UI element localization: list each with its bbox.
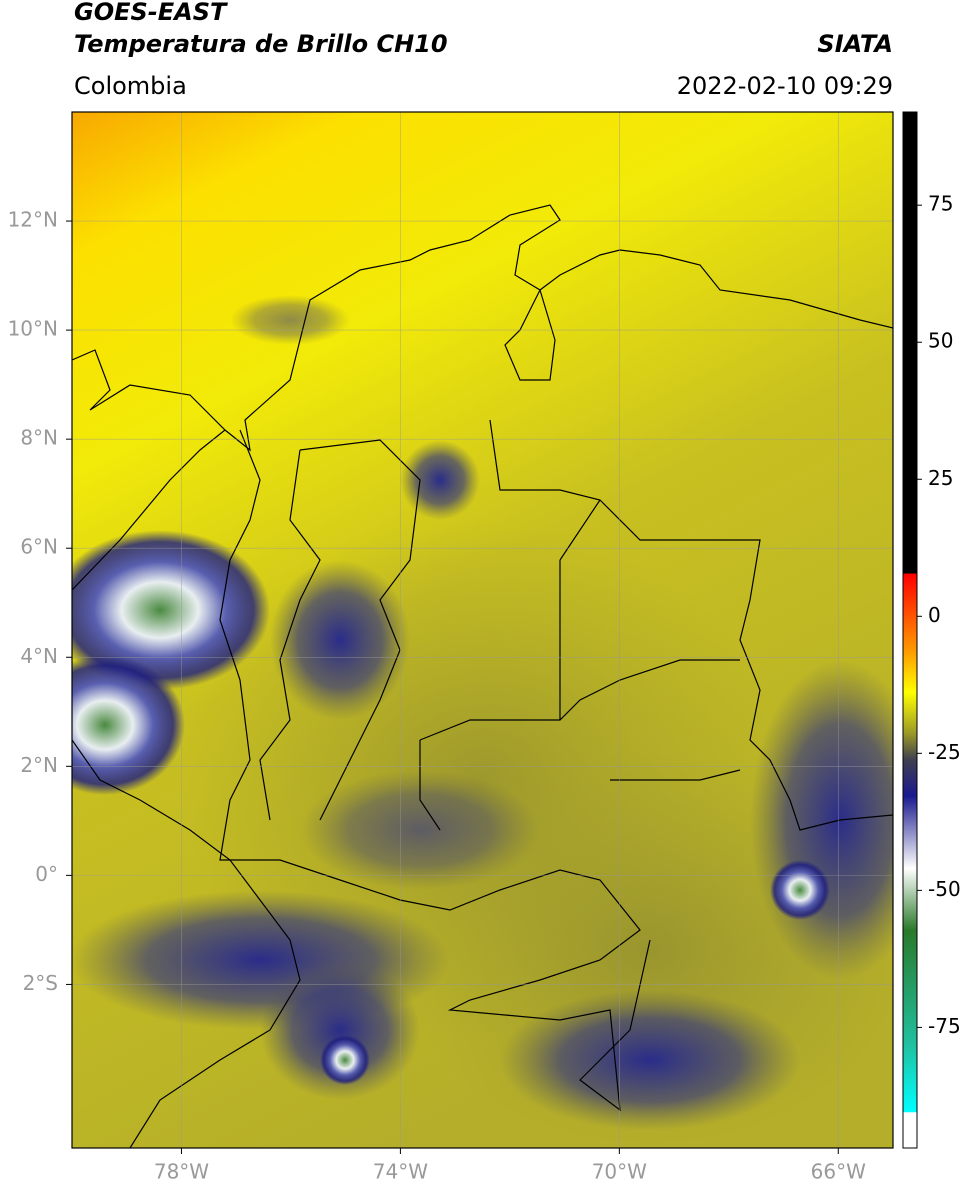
y-tick-label: 10°N [8,317,58,341]
region: Colombia [74,72,187,100]
colorbar-tick-label: -75 [928,1014,961,1038]
datetime: 2022-02-10 09:29 [677,72,893,100]
y-tick-label: 12°N [8,208,58,232]
y-tick-label: 6°N [20,535,58,559]
subtitle: Temperatura de Brillo CH10 [74,30,448,58]
title: GOES-EAST [74,0,228,26]
colorbar-tick-label: -25 [928,740,961,764]
colorbar-tick-label: 50 [928,329,953,353]
y-tick-label: 8°N [20,426,58,450]
x-tick-label: 78°W [154,1160,209,1184]
y-tick-label: 0° [35,862,58,886]
map-frame [71,111,894,1149]
y-tick-label: 2°N [20,753,58,777]
colorbar-ticks: 75 50 25 0 -25 -50 -75 [917,192,961,1038]
colorbar-tick-label: 25 [928,466,953,490]
colorbar [902,111,918,1149]
colorbar-tick-label: 75 [928,192,953,216]
x-tick-label: 74°W [373,1160,428,1184]
y-tick-label: 2°S [23,971,58,995]
x-tick-label: 66°W [811,1160,866,1184]
x-tick-label: 70°W [592,1160,647,1184]
graticule: 78°W 74°W 70°W 66°W 12°N 10°N 8°N 6°N 4°N 2°N 0° 2°… [8,112,893,1184]
colorbar-tick-label: -50 [928,877,961,901]
colorbar-tick-label: 0 [928,603,941,627]
source: SIATA [817,30,893,58]
satellite-image [72,112,893,1148]
y-tick-label: 4°N [20,644,58,668]
